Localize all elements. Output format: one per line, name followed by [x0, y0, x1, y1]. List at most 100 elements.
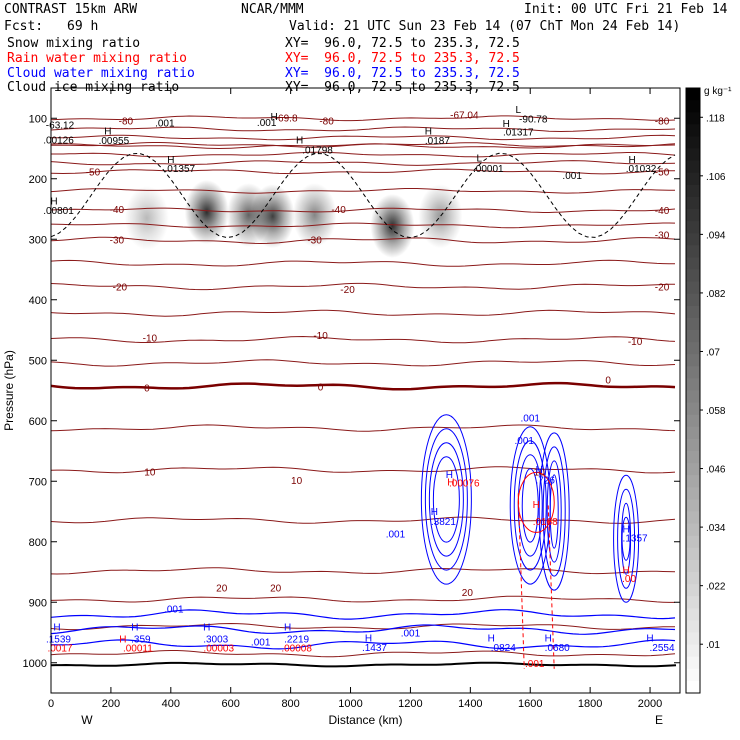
isotherm-minor — [51, 259, 675, 267]
rain-water-contours — [517, 471, 555, 669]
isotherm-minor — [51, 309, 676, 317]
colorbar-step — [686, 281, 700, 295]
isotherm-label: -10 — [143, 333, 158, 344]
snow-blob — [124, 186, 169, 251]
isotherm-label: -50 — [655, 167, 670, 178]
colorbar-step — [686, 584, 700, 597]
colorbar-step — [686, 572, 700, 585]
contour-label: .001 — [525, 659, 545, 670]
field-cloudwater-xy: XY= 96.0, 72.5 to 235.3, 72.5 — [285, 66, 520, 81]
colorbar-step — [686, 656, 700, 670]
contour-label: .00003 — [203, 644, 234, 655]
contour-label: .001 — [257, 118, 277, 129]
isotherm-0 — [51, 381, 676, 391]
contour-label: .1437 — [362, 643, 387, 654]
plot-frame — [50, 87, 681, 694]
east-label: E — [655, 713, 663, 727]
contour-label: .0824 — [491, 643, 516, 654]
colorbar-tick-label: .022 — [706, 582, 726, 593]
isotherm-minor — [51, 595, 675, 603]
colorbar-step — [686, 475, 700, 488]
colorbar-step — [686, 245, 700, 258]
y-tick-label: 200 — [29, 174, 47, 186]
colorbar-step — [686, 269, 700, 283]
x-tick-label: 400 — [162, 698, 180, 710]
contour-label: H — [365, 633, 372, 644]
colorbar-step — [686, 378, 700, 391]
isotherm-label: -20 — [655, 282, 670, 293]
colorbar-step — [686, 160, 700, 174]
colorbar-step — [686, 547, 700, 561]
colorbar-step — [686, 523, 700, 537]
colorbar-step — [686, 184, 700, 198]
snow-shading — [124, 180, 463, 258]
y-tick-label: 500 — [29, 355, 47, 367]
contour-label: .00801 — [43, 206, 74, 217]
colorbar-step — [686, 608, 700, 621]
colorbar-step — [686, 124, 700, 137]
colorbar-step — [686, 426, 700, 440]
contour-label: .001 — [164, 604, 184, 615]
contour-label: H — [271, 112, 278, 123]
colorbar-step — [686, 535, 700, 549]
contour-label: .2219 — [284, 635, 309, 646]
colorbar-step — [686, 620, 700, 633]
cloud-water-contour — [513, 440, 547, 571]
y-tick-label: 1000 — [23, 658, 47, 670]
isotherm-minor — [51, 151, 676, 158]
colorbar-step — [686, 196, 700, 210]
colorbar-tick-label: .01 — [706, 640, 720, 651]
isotherm-label: -80 — [319, 117, 334, 128]
colorbar-step — [686, 88, 700, 101]
contour-label: .001 — [251, 638, 271, 649]
isotherm-minor — [51, 222, 676, 229]
x-axis-title: Distance (km) — [328, 713, 402, 727]
isotherm--30 — [51, 236, 676, 245]
contour-label: H — [622, 566, 629, 577]
isotherm-label: -80 — [655, 117, 670, 128]
isotherm-minor — [51, 143, 676, 150]
contour-label: H — [296, 135, 303, 146]
colorbar-step — [686, 148, 700, 162]
contour-label: H — [488, 633, 495, 644]
colorbar-step — [686, 644, 700, 658]
snow-blob — [292, 183, 337, 248]
x-tick-label: 2000 — [638, 698, 662, 710]
colorbar-step — [686, 233, 700, 246]
colorbar-step — [686, 487, 700, 500]
isotherm-label: -80 — [119, 117, 134, 128]
y-tick-label: 600 — [29, 416, 47, 428]
colorbar-tick-label: .034 — [706, 523, 726, 534]
contour-label: .01798 — [302, 146, 333, 157]
colorbar-step — [686, 354, 700, 367]
colorbar-step — [686, 209, 700, 222]
cloud-water-contour — [521, 468, 539, 543]
colorbar-unit: g kg⁻¹ — [704, 86, 732, 97]
valid-time: Valid: 21 UTC Sun 23 Feb 14 (07 ChT Mon … — [289, 19, 681, 34]
rain-contour — [517, 471, 555, 533]
colorbar-step — [686, 680, 700, 694]
x-tick-label: 1000 — [338, 698, 362, 710]
field-cloudwater-name: Cloud water mixing ratio — [7, 66, 195, 81]
isotherm-minor — [51, 188, 676, 194]
isotherm--10 — [51, 335, 676, 344]
contour-label: H — [503, 119, 510, 130]
contour-label: H — [533, 500, 540, 511]
contour-label: .00076 — [449, 478, 480, 489]
contour-label: .1539 — [46, 635, 71, 646]
isotherm-label: -40 — [110, 205, 125, 216]
colorbar-step — [686, 596, 700, 609]
temperature-isotherms — [51, 115, 677, 668]
isotherm-minor — [51, 359, 676, 367]
isotherm-minor — [51, 622, 675, 631]
y-tick-label: 300 — [29, 234, 47, 246]
contour-label: H — [545, 633, 552, 644]
field-snow-name: Snow mixing ratio — [7, 36, 141, 51]
colorbar-step — [686, 221, 700, 234]
cloud-water-contour — [621, 516, 631, 561]
org-label: NCAR/MMM — [241, 2, 304, 17]
cloud-ice-contour — [51, 152, 676, 239]
colorbar-step — [686, 499, 700, 512]
x-tick-label: 800 — [281, 698, 299, 710]
